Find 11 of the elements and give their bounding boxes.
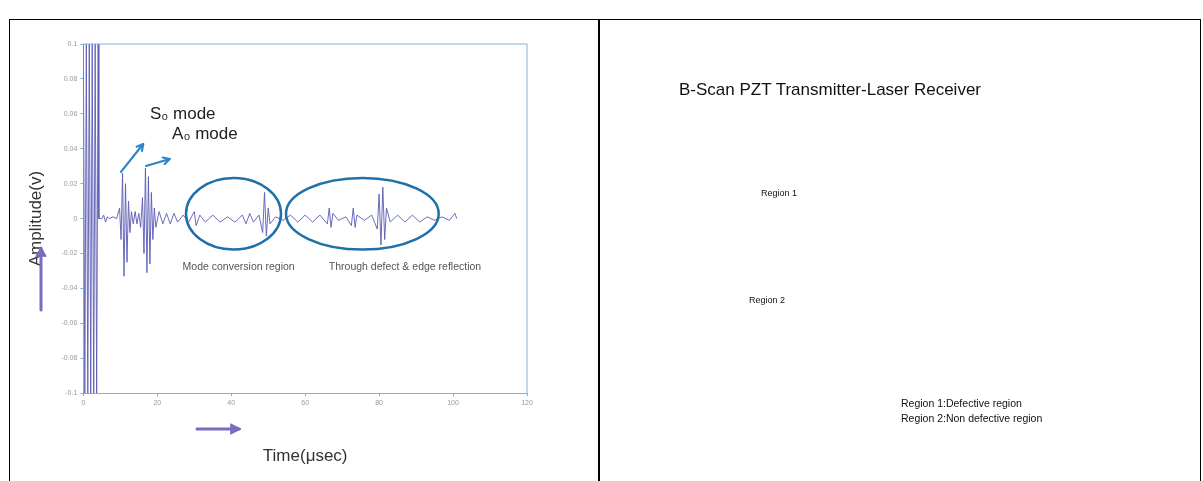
text: Region 2 [749,295,786,305]
text: Region 1 [761,188,798,198]
text: Region 1:Defective region [901,397,1022,409]
annotation: Mode conversion region [182,260,295,273]
x-axis-title: Time(μsec) [262,446,348,466]
annotation: Through defect & edge reflection [328,260,482,273]
text: B-Scan PZT Transmitter-Laser Receiver [679,80,981,100]
annotation: A₀ mode [172,124,238,144]
text: Region 2:Non defective region [901,412,1043,424]
y-axis-title: Amplitude(v) [25,170,45,267]
annotation: S₀ mode [149,103,216,123]
